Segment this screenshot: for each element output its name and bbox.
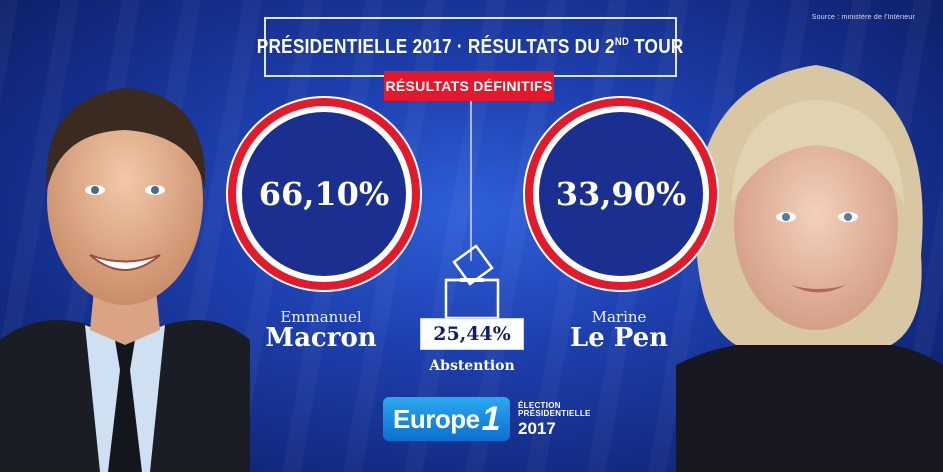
le-pen-last-name: Le Pen <box>569 323 669 353</box>
europe1-logo-mark: Europe 1 <box>383 397 510 441</box>
title-box: PRÉSIDENTIELLE 2017 · RÉSULTATS DU 2ND T… <box>257 17 684 77</box>
source-note: Source : ministère de l'Intérieur <box>811 14 915 21</box>
le-pen-percent: 33,90% <box>555 175 687 213</box>
abstention-label: Abstention <box>429 358 515 374</box>
abstention-value: 25,44% <box>420 318 524 350</box>
portrait-macron <box>0 40 250 472</box>
portrait-le-pen <box>676 45 943 472</box>
macron-percent-circle: 66,10% <box>236 106 412 282</box>
logo-caption: ÉLECTION PRÉSIDENTIELLE 2017 <box>518 400 591 438</box>
europe1-logo: Europe 1 ÉLECTION PRÉSIDENTIELLE 2017 <box>383 394 591 444</box>
logo-brand: Europe <box>393 403 480 434</box>
logo-year: 2017 <box>518 418 556 438</box>
ballot-box-icon <box>440 240 504 325</box>
logo-number: 1 <box>481 399 501 438</box>
macron-first-name: Emmanuel <box>280 308 362 326</box>
title-tail: TOUR <box>629 35 684 58</box>
macron-percent: 66,10% <box>258 175 390 213</box>
logo-line1: ÉLECTION <box>518 400 561 410</box>
le-pen-percent-circle: 33,90% <box>533 106 709 282</box>
logo-line2: PRÉSIDENTIELLE <box>518 408 591 418</box>
title-main: PRÉSIDENTIELLE 2017 · RÉSULTATS DU 2 <box>257 35 616 58</box>
final-results-badge: RÉSULTATS DÉFINITIFS <box>384 71 554 101</box>
divider-line <box>470 101 472 261</box>
title-sup: ND <box>615 35 630 48</box>
macron-last-name: Macron <box>265 323 377 353</box>
le-pen-first-name: Marine <box>591 308 647 326</box>
title-text: PRÉSIDENTIELLE 2017 · RÉSULTATS DU 2ND T… <box>257 36 684 59</box>
